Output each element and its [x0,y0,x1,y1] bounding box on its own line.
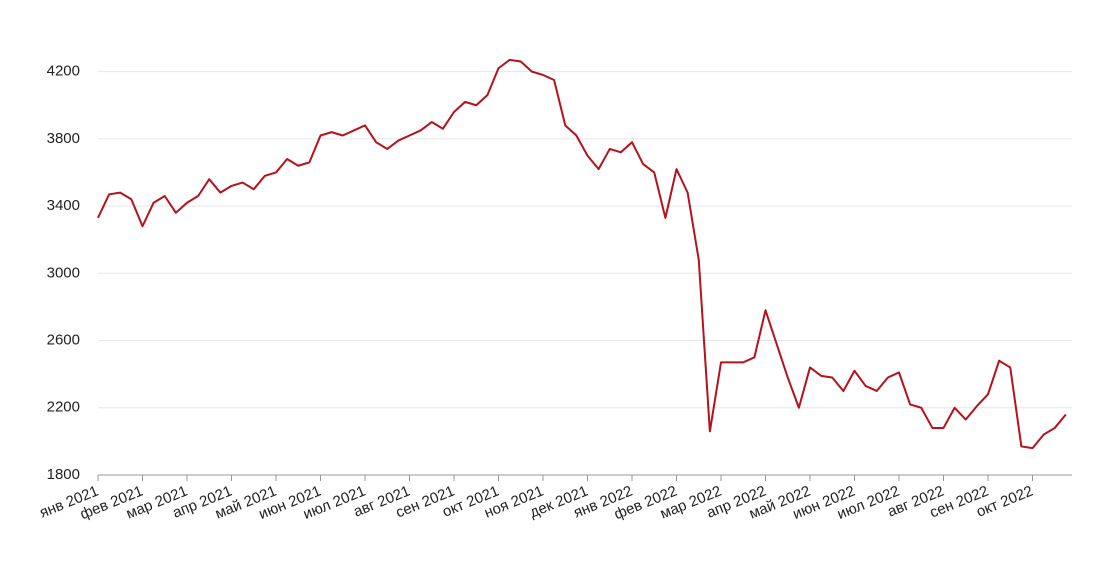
y-tick-label: 2600 [47,332,80,349]
y-tick-label: 1800 [47,466,80,483]
y-tick-label: 2200 [47,399,80,416]
y-tick-label: 3000 [47,264,80,281]
y-tick-label: 3400 [47,197,80,214]
y-tick-label: 4200 [47,63,80,80]
y-tick-label: 3800 [47,130,80,147]
series-line [97,58,1067,450]
